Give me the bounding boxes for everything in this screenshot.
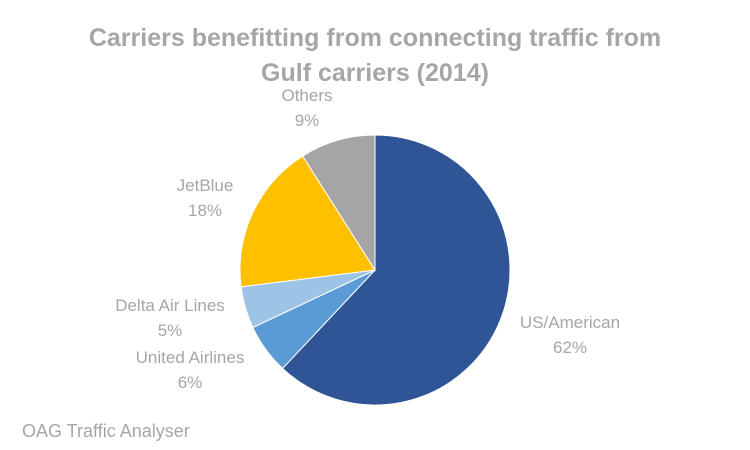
pie-slice-others — [301, 134, 376, 272]
pie-slice-jetblue — [239, 155, 376, 288]
chart-title-line-2: Gulf carriers (2014) — [261, 59, 489, 87]
slice-value-label: 6% — [178, 373, 203, 392]
pie-slice-us-american — [281, 134, 511, 406]
slice-value-label: 5% — [158, 321, 183, 340]
slice-value-label: 18% — [188, 201, 222, 220]
slice-value-label: 9% — [295, 111, 320, 130]
chart-title-line-1: Carriers benefitting from connecting tra… — [89, 24, 661, 52]
slice-value-label: 62% — [553, 338, 587, 357]
slice-label: US/American — [520, 313, 620, 332]
slice-label: United Airlines — [136, 348, 245, 367]
source-note: OAG Traffic Analyser — [22, 421, 190, 441]
slice-label: JetBlue — [177, 176, 234, 195]
slice-label: Others — [281, 86, 332, 105]
slice-label: Delta Air Lines — [115, 296, 225, 315]
